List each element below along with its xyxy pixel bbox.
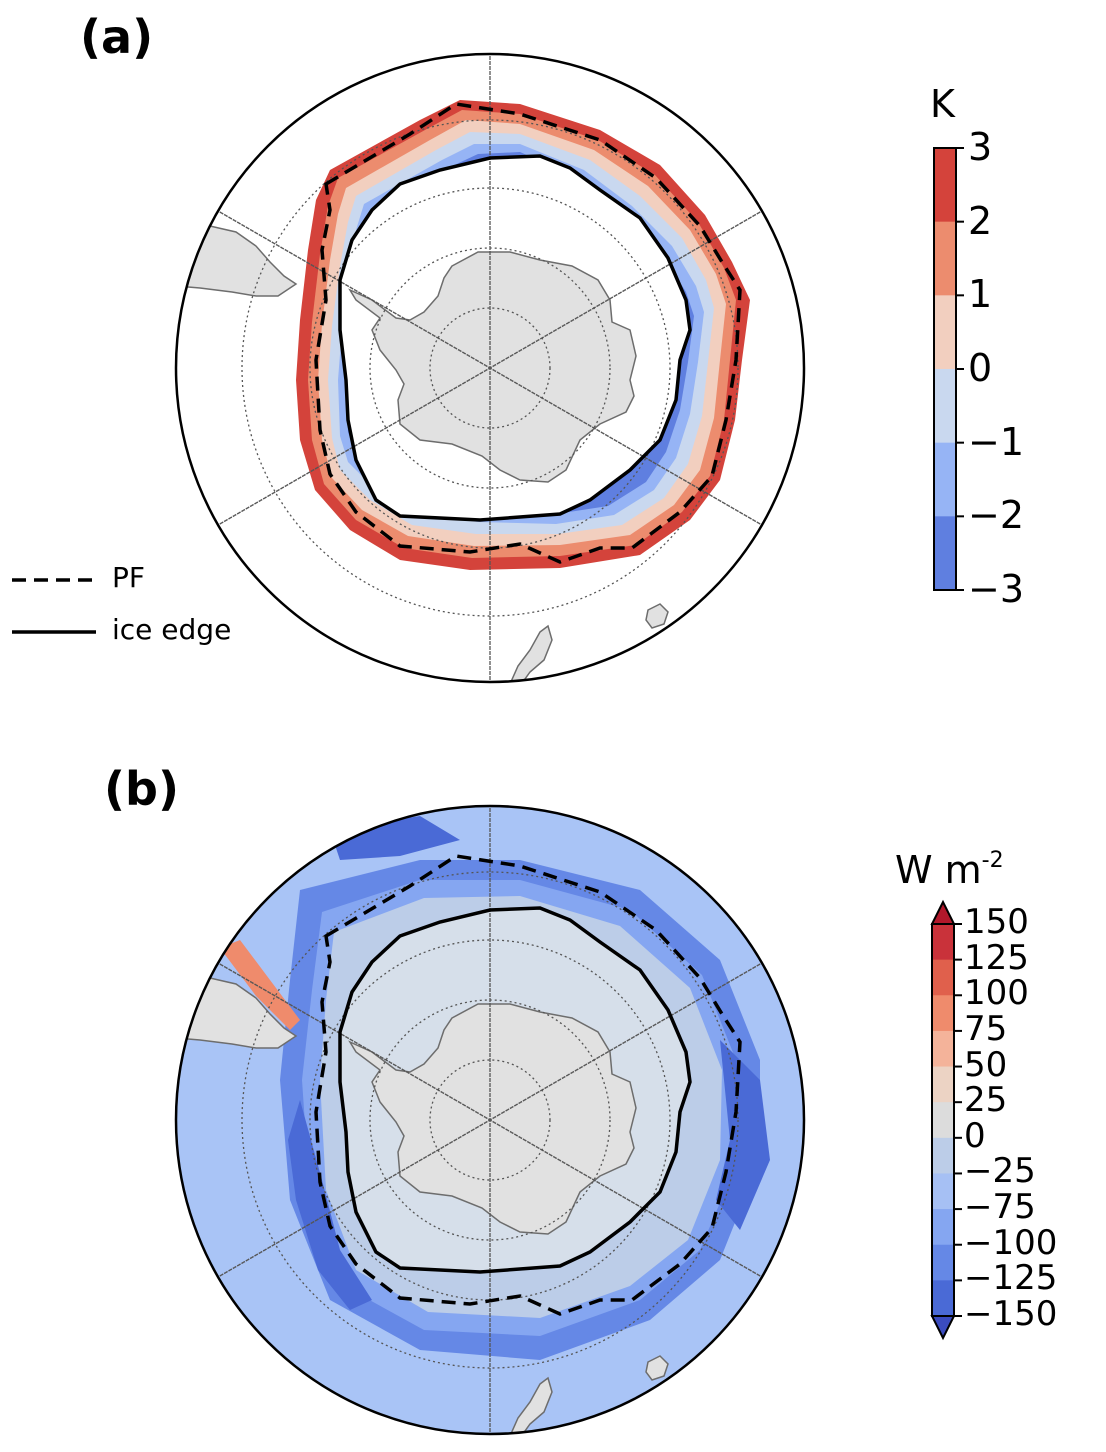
colorbar-a-segment	[934, 148, 956, 223]
flux-patch-positive	[220, 940, 300, 1030]
colorbar-b-tick-label: 100	[964, 973, 1029, 1014]
colorbar-a	[933, 147, 964, 591]
panel-b-boundary	[174, 804, 806, 1436]
latitude-circle	[309, 939, 671, 1301]
colorbar-b-tick-label: −25	[964, 1151, 1036, 1192]
colorbar-a-tick-label: −3	[968, 567, 1025, 611]
polar-front-a	[314, 102, 742, 564]
ice-edge-a	[338, 154, 692, 522]
graticule-b	[203, 806, 777, 1434]
colorbar-b-extend-max	[930, 899, 956, 925]
legend-pf-label: PF	[112, 561, 145, 594]
colorbar-b-tick-label: 0	[964, 1115, 986, 1156]
ice-edge-b	[338, 906, 692, 1274]
tasmania-a	[645, 603, 669, 629]
colorbar-b-segment	[932, 959, 954, 996]
panel-b-map	[174, 804, 806, 1436]
colorbar-b-extend-min	[930, 1315, 956, 1341]
panel-a-boundary	[174, 52, 806, 684]
panel-a-label: (a)	[80, 10, 154, 64]
latitude-circle	[429, 1059, 551, 1181]
tasmania-b	[645, 1355, 669, 1381]
south-america-a	[176, 225, 298, 297]
colorbar-b-segment	[932, 995, 954, 1032]
colorbar-b-units-base: W m	[895, 848, 982, 892]
colorbar-b-segment	[932, 1209, 954, 1246]
colorbar-b-tick-label: 50	[964, 1044, 1008, 1085]
flux-patch-dark-west	[288, 1100, 372, 1310]
colorbar-b-tick-label: 25	[964, 1080, 1008, 1121]
colorbar-a-segment	[934, 295, 956, 370]
legend-ice-edge-label: ice edge	[112, 613, 232, 646]
colorbar-b-tick-label: −100	[964, 1222, 1058, 1263]
meridian-line	[203, 954, 777, 1286]
colorbar-b-segment	[932, 1030, 954, 1068]
colorbar-a-tick-label: −1	[968, 419, 1025, 464]
colorbar-a-tick-label: −2	[968, 493, 1025, 538]
colorbar-b-frame	[931, 923, 955, 1317]
colorbar-b-units-exponent: -2	[981, 848, 1004, 873]
colorbar-b-units: W m-2	[895, 848, 1004, 892]
colorbar-a-segment	[934, 516, 956, 591]
panel-b-label: (b)	[104, 762, 179, 816]
latitude-circle	[241, 871, 739, 1369]
colorbar-b-segment	[932, 924, 954, 961]
colorbar-a-tick-label: 2	[968, 198, 993, 243]
colorbar-b-segment	[932, 1137, 954, 1174]
meridian-line	[203, 202, 777, 534]
colorbar-a-units: K	[930, 82, 955, 126]
colorbar-b-tick-label: 75	[964, 1008, 1008, 1049]
latitude-circle	[241, 119, 739, 617]
colorbar-b-tick-label: −125	[964, 1258, 1058, 1299]
south-america-b	[176, 977, 298, 1049]
colorbar-b-segment	[932, 1173, 954, 1210]
colorbar-b-tick-label: 150	[964, 902, 1029, 942]
colorbar-b-segment	[932, 1066, 954, 1103]
colorbar-b-segment	[932, 1244, 954, 1281]
colorbar-a-tick-label: 3	[968, 125, 993, 169]
panel-a-map	[174, 52, 806, 684]
colorbar-b-segment	[932, 1102, 954, 1139]
colorbar-b-tick-label: −75	[964, 1187, 1036, 1228]
colorbar-a-tick-label: 0	[968, 346, 993, 390]
latitude-circle	[429, 307, 551, 429]
colorbar-b	[930, 899, 962, 1341]
colorbar-b-tick-label: −150	[964, 1294, 1058, 1334]
colorbar-a-segment	[934, 221, 956, 296]
colorbar-a-tick-label: 1	[968, 272, 993, 317]
flux-patch-dark-east	[716, 1040, 770, 1230]
latitude-circle	[309, 187, 671, 549]
polar-front-b	[314, 854, 742, 1316]
colorbar-a-segment	[934, 369, 956, 444]
colorbar-b-segment	[932, 1280, 954, 1317]
colorbar-b-tick-label: 125	[964, 937, 1029, 978]
colorbar-a-segment	[934, 442, 956, 517]
graticule-a	[203, 54, 777, 682]
